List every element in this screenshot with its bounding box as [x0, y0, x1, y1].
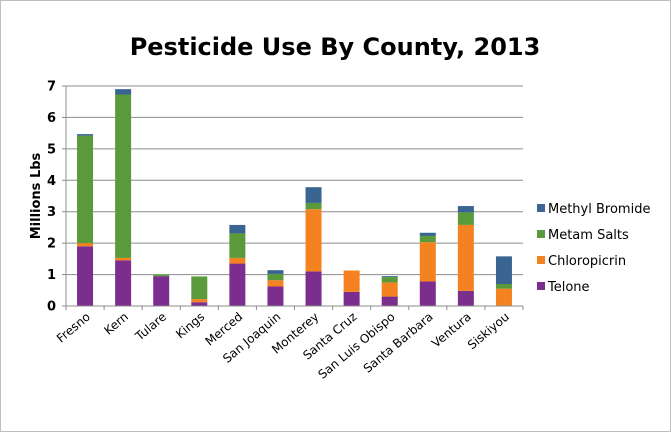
bar-segment-chloropicrin [191, 299, 208, 303]
legend-swatch [537, 256, 545, 264]
bars [77, 89, 512, 306]
chart-title: Pesticide Use By County, 2013 [130, 33, 541, 61]
legend-swatch [537, 282, 545, 290]
y-axis-ticks: 0 1 2 3 4 5 6 7 [47, 80, 56, 315]
bar-segment-methyl-bromide [77, 134, 94, 136]
bar-segment-metam-salts [191, 276, 208, 300]
bar-segment-chloropicrin [305, 209, 322, 272]
bar-segment-methyl-bromide [457, 206, 474, 213]
y-tick-label: 2 [47, 237, 56, 252]
bar-segment-chloropicrin [495, 288, 512, 306]
bar-segment-chloropicrin [343, 270, 360, 292]
legend: Methyl Bromide Metam Salts Chloropicrin Tel… [537, 202, 650, 295]
bar-segment-telone [381, 296, 398, 306]
bar-segment-chloropicrin [229, 257, 246, 264]
x-category-label: Santa Barbara [361, 310, 436, 376]
legend-swatch [537, 230, 545, 238]
bar-segment-metam-salts [229, 233, 246, 258]
bar-segment-chloropicrin [115, 257, 132, 261]
y-tick-label: 3 [47, 205, 56, 220]
legend-label: Chloropicrin [548, 254, 626, 269]
x-category-label: Fresno [54, 310, 93, 346]
x-category-label: Kern [101, 310, 131, 338]
legend-label: Telone [547, 280, 590, 295]
bar-segment-metam-salts [495, 284, 512, 289]
bar-segment-telone [229, 263, 246, 306]
axes [62, 85, 524, 310]
y-tick-label: 5 [47, 142, 56, 157]
y-tick-label: 0 [47, 300, 56, 315]
y-tick-label: 6 [47, 111, 56, 126]
bar-segment-metam-salts [381, 277, 398, 283]
bar-segment-telone [305, 271, 322, 306]
bar-segment-telone [153, 276, 170, 306]
bar-segment-methyl-bromide [381, 276, 398, 278]
bar-segment-metam-salts [267, 273, 284, 281]
x-category-label: Tulare [132, 310, 169, 344]
bar-segment-chloropicrin [267, 280, 284, 287]
bar-segment-telone [77, 246, 94, 306]
bar-segment-telone [267, 286, 284, 306]
y-tick-label: 7 [47, 80, 56, 95]
bar-segment-methyl-bromide [419, 232, 436, 236]
bar-segment-telone [419, 281, 436, 306]
bar-segment-methyl-bromide [495, 256, 512, 284]
bar-segment-metam-salts [457, 212, 474, 225]
gridlines [66, 85, 523, 276]
bar-segment-metam-salts [305, 202, 322, 210]
bar-segment-metam-salts [115, 94, 132, 258]
bar-segment-telone [115, 260, 132, 306]
bar-segment-methyl-bromide [115, 89, 132, 95]
x-category-label: Kings [173, 310, 207, 342]
bar-segment-telone [191, 302, 208, 306]
bar-segment-methyl-bromide [229, 224, 246, 234]
legend-swatch [537, 204, 545, 212]
bar-segment-telone [343, 291, 360, 306]
y-tick-label: 4 [47, 174, 56, 189]
bar-segment-methyl-bromide [267, 270, 284, 274]
bar-segment-telone [457, 290, 474, 306]
legend-label: Metam Salts [548, 228, 629, 243]
y-tick-label: 1 [47, 268, 56, 283]
bar-segment-metam-salts [153, 274, 170, 277]
bar-segment-metam-salts [77, 135, 94, 244]
bar-segment-methyl-bromide [305, 187, 322, 203]
bar-segment-chloropicrin [457, 224, 474, 291]
bar-segment-chloropicrin [381, 282, 398, 297]
legend-label: Methyl Bromide [548, 202, 650, 217]
bar-segment-metam-salts [419, 235, 436, 243]
y-axis-label: Millions Lbs [29, 152, 44, 239]
bar-segment-chloropicrin [77, 243, 94, 247]
x-category-label: Siskiyou [465, 310, 512, 353]
bar-segment-chloropicrin [419, 242, 436, 282]
